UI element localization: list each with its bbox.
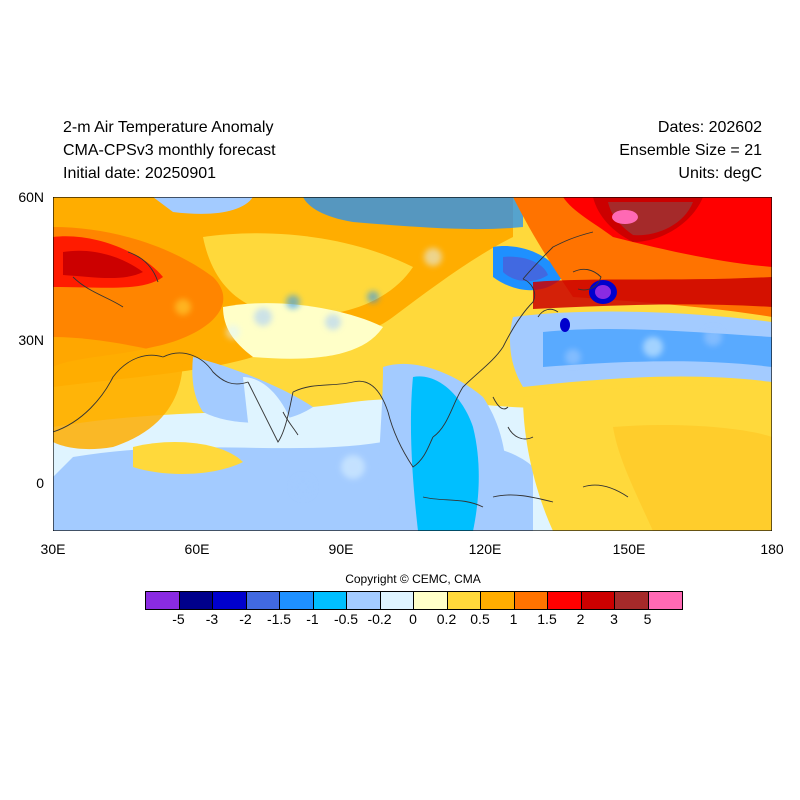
colorbar-swatch bbox=[347, 592, 381, 609]
anomaly-map bbox=[53, 197, 772, 531]
colorbar-label: 1.5 bbox=[537, 611, 557, 627]
colorbar-swatch bbox=[615, 592, 649, 609]
x-tick-label: 150E bbox=[612, 541, 646, 557]
x-tick-label: 90E bbox=[328, 541, 354, 557]
colorbar-swatch bbox=[380, 592, 414, 609]
forecast-dates: Dates: 202602 bbox=[657, 119, 762, 136]
colorbar-label: -1.5 bbox=[266, 611, 292, 627]
colorbar-label: 3 bbox=[610, 611, 618, 627]
colorbar-swatch bbox=[414, 592, 448, 609]
copyright-text: Copyright © CEMC, CMA bbox=[345, 572, 481, 586]
colorbar-swatch bbox=[581, 592, 615, 609]
colorbar-label: 0.2 bbox=[436, 611, 457, 627]
colorbar-label: -5 bbox=[172, 611, 185, 627]
colorbar-swatch bbox=[514, 592, 548, 609]
colorbar-swatch bbox=[648, 592, 682, 609]
colorbar-swatch bbox=[447, 592, 481, 609]
colorbar-swatch bbox=[179, 592, 213, 609]
colorbar-label: 1 bbox=[509, 611, 518, 627]
colorbar-swatch bbox=[548, 592, 582, 609]
colorbar-label: -2 bbox=[239, 611, 252, 627]
header-left: 2-m Air Temperature Anomaly CMA-CPSv3 mo… bbox=[63, 116, 276, 185]
colorbar-swatch bbox=[213, 592, 247, 609]
colorbar-label: -0.5 bbox=[333, 611, 359, 627]
colorbar bbox=[145, 591, 683, 610]
colorbar-label: -1 bbox=[306, 611, 319, 627]
y-tick-label: 60N bbox=[18, 189, 44, 205]
anomaly-fields bbox=[53, 197, 772, 531]
colorbar-swatch bbox=[280, 592, 314, 609]
colorbar-swatch bbox=[313, 592, 347, 609]
map-title: 2-m Air Temperature Anomaly bbox=[63, 119, 274, 136]
anomaly-map-svg bbox=[53, 197, 772, 531]
colorbar-label: 0 bbox=[409, 611, 417, 627]
colorbar-label: -3 bbox=[205, 611, 219, 627]
initial-date: Initial date: 20250901 bbox=[63, 165, 217, 182]
x-tick-label: 60E bbox=[184, 541, 210, 557]
colorbar-swatch bbox=[246, 592, 280, 609]
ensemble-size: Ensemble Size = 21 bbox=[619, 142, 762, 159]
y-tick-label: 30N bbox=[18, 332, 44, 348]
units-label: Units: degC bbox=[678, 165, 762, 182]
x-tick-label: 30E bbox=[40, 541, 66, 557]
coastlines bbox=[53, 231, 629, 508]
map-subtitle: CMA-CPSv3 monthly forecast bbox=[63, 142, 276, 159]
colorbar-label: 0.5 bbox=[470, 611, 490, 627]
colorbar-label: 2 bbox=[576, 611, 585, 627]
x-tick-label: 180 bbox=[760, 541, 784, 557]
colorbar-swatch bbox=[481, 592, 515, 609]
colorbar-label: -0.2 bbox=[367, 611, 392, 627]
colorbar-label: 5 bbox=[643, 611, 652, 627]
x-tick-label: 120E bbox=[468, 541, 502, 557]
colorbar-swatch bbox=[146, 592, 180, 609]
y-tick-label: 0 bbox=[36, 475, 44, 491]
header-right: Dates: 202602 Ensemble Size = 21 Units: … bbox=[619, 116, 762, 185]
